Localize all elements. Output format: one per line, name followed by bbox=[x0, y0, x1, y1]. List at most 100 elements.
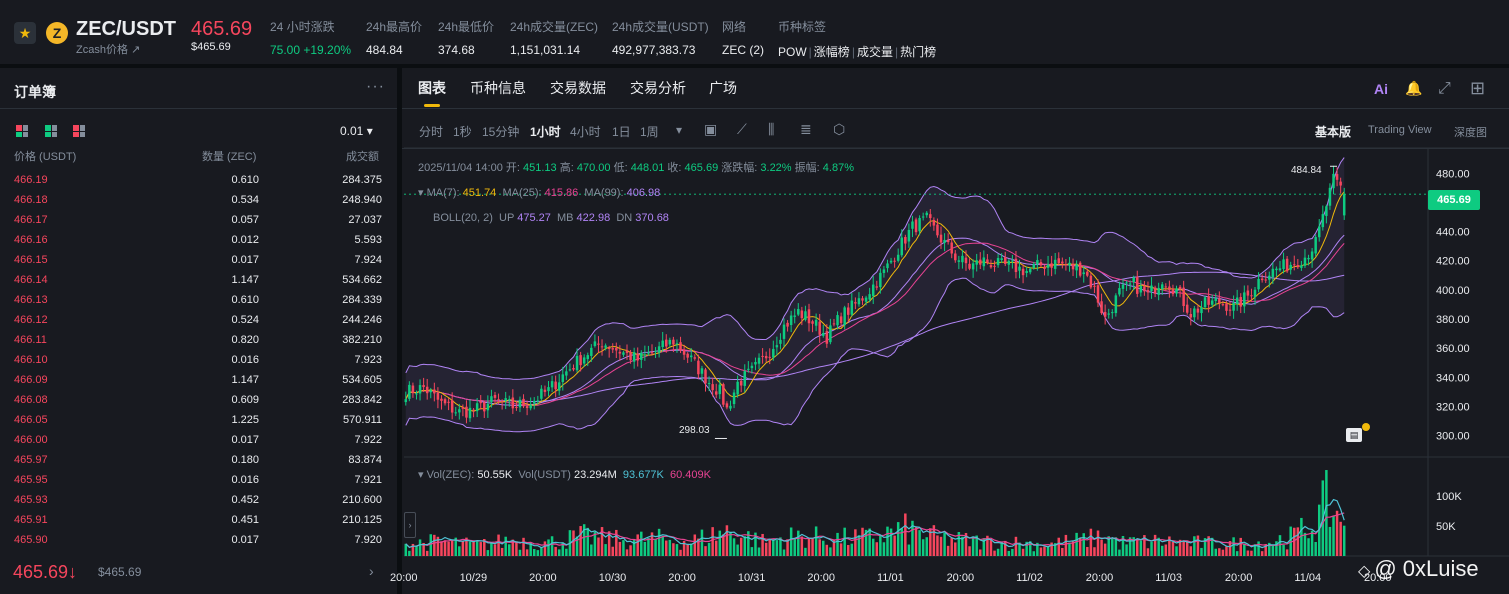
volume-bar bbox=[1285, 549, 1289, 556]
view-both-icon[interactable] bbox=[16, 125, 28, 137]
volume-bar bbox=[643, 541, 647, 556]
volume-bar bbox=[1128, 537, 1132, 556]
candle-body bbox=[1182, 287, 1185, 307]
collapse-handle-icon[interactable]: › bbox=[404, 512, 416, 538]
volume-bar bbox=[1068, 542, 1071, 556]
chevron-right-icon[interactable]: › bbox=[369, 563, 374, 579]
volume-bar bbox=[1218, 548, 1221, 556]
candle-body bbox=[1282, 259, 1285, 270]
tab-trading-data[interactable]: 交易数据 bbox=[550, 80, 606, 96]
view-bids-icon[interactable] bbox=[45, 125, 57, 137]
candle-body bbox=[1300, 265, 1303, 268]
ask-row[interactable]: 466.08 0.609 283.842 bbox=[0, 390, 397, 410]
price-tick-label: 440.00 bbox=[1436, 227, 1470, 239]
volume-bar bbox=[1210, 537, 1214, 556]
volume-bar bbox=[861, 527, 864, 556]
ask-price: 466.14 bbox=[14, 274, 48, 286]
ma7-line bbox=[405, 191, 1345, 412]
candle-body bbox=[1218, 298, 1221, 304]
candle-body bbox=[1307, 257, 1310, 260]
volume-bar bbox=[1264, 543, 1267, 556]
ai-icon[interactable]: Ai bbox=[1374, 81, 1388, 97]
volume-bar bbox=[875, 542, 879, 556]
interval-1h[interactable]: 1小时 bbox=[530, 125, 561, 139]
tab-trading-analysis[interactable]: 交易分析 bbox=[630, 80, 686, 96]
ask-row[interactable]: 466.17 0.057 27.037 bbox=[0, 210, 397, 230]
stat-network[interactable]: 网络 ZEC (2) bbox=[722, 18, 764, 57]
candle-body bbox=[1160, 284, 1164, 290]
candle-body bbox=[1246, 290, 1250, 296]
ask-row[interactable]: 466.13 0.610 284.339 bbox=[0, 290, 397, 310]
volume-bar bbox=[1143, 535, 1146, 556]
candle-body bbox=[846, 307, 850, 315]
calendar-icon[interactable]: ▣ bbox=[704, 121, 718, 137]
pair-name[interactable]: ZEC/USDT bbox=[76, 18, 176, 40]
view-asks-icon[interactable] bbox=[73, 125, 85, 137]
view-basic[interactable]: 基本版 bbox=[1315, 125, 1352, 139]
ask-row[interactable]: 466.00 0.017 7.922 bbox=[0, 430, 397, 450]
interval-timeline[interactable]: 分时 bbox=[419, 125, 444, 139]
more-options-icon[interactable]: ··· bbox=[366, 78, 385, 95]
candle-body bbox=[736, 381, 739, 395]
candle-type-icon[interactable]: ⫼ bbox=[768, 121, 775, 137]
ask-row[interactable]: 466.14 1.147 534.662 bbox=[0, 270, 397, 290]
volume-bar bbox=[586, 527, 590, 556]
price-tick-label: 380.00 bbox=[1436, 314, 1470, 326]
indicator-icon[interactable]: ⟋ bbox=[737, 121, 747, 137]
settings-hex-icon[interactable]: ⬡ bbox=[833, 121, 846, 137]
ask-row[interactable]: 466.18 0.534 248.940 bbox=[0, 190, 397, 210]
volume-bar bbox=[1107, 536, 1110, 556]
volume-bar bbox=[732, 538, 736, 556]
ask-row[interactable]: 466.10 0.016 7.923 bbox=[0, 350, 397, 370]
interval-1w[interactable]: 1周 bbox=[640, 125, 659, 139]
ask-row[interactable]: 466.19 0.610 284.375 bbox=[0, 170, 397, 190]
tag-volume[interactable]: 成交量 bbox=[856, 45, 893, 59]
candle-body bbox=[554, 381, 557, 390]
ask-row[interactable]: 465.95 0.016 7.921 bbox=[0, 470, 397, 490]
precision-select[interactable]: 0.01 ▾ bbox=[340, 124, 373, 138]
volume-bar bbox=[761, 533, 764, 556]
ask-row[interactable]: 466.05 1.225 570.911 bbox=[0, 410, 397, 430]
expand-icon[interactable]: ⤢ bbox=[1438, 80, 1451, 97]
volume-bar bbox=[657, 528, 661, 556]
ask-row[interactable]: 466.11 0.820 382.210 bbox=[0, 330, 397, 350]
ask-row[interactable]: 466.15 0.017 7.924 bbox=[0, 250, 397, 270]
interval-4h[interactable]: 4小时 bbox=[570, 125, 601, 139]
ask-row[interactable]: 465.91 0.451 210.125 bbox=[0, 510, 397, 530]
candle-body bbox=[829, 325, 832, 343]
volume-bar bbox=[846, 545, 850, 556]
ask-row[interactable]: 466.12 0.524 244.246 bbox=[0, 310, 397, 330]
interval-1d[interactable]: 1日 bbox=[612, 125, 631, 139]
tag-pow[interactable]: POW bbox=[778, 45, 807, 59]
volume-bar bbox=[854, 529, 857, 556]
interval-15m[interactable]: 15分钟 bbox=[482, 125, 520, 139]
coin-price-link[interactable]: Zcash价格 ↗ bbox=[76, 44, 141, 56]
bell-icon[interactable]: 🔔 bbox=[1405, 80, 1423, 96]
drawing-tools-icon[interactable]: ≣ bbox=[800, 121, 812, 137]
interval-more-dropdown[interactable]: ▾ bbox=[676, 123, 683, 137]
ask-row[interactable]: 466.09 1.147 534.605 bbox=[0, 370, 397, 390]
ask-row[interactable]: 465.90 0.017 7.920 bbox=[0, 530, 397, 550]
view-tradingview[interactable]: Trading View bbox=[1368, 124, 1432, 136]
tab-chart[interactable]: 图表 bbox=[418, 80, 446, 96]
ask-qty: 1.147 bbox=[231, 374, 259, 386]
ask-row[interactable]: 465.97 0.180 83.874 bbox=[0, 450, 397, 470]
candle-body bbox=[522, 398, 525, 407]
volume-bar bbox=[1118, 549, 1121, 556]
tag-gainers[interactable]: 涨幅榜 bbox=[813, 45, 850, 59]
time-tick-label: 10/30 bbox=[599, 572, 627, 584]
tab-square[interactable]: 广场 bbox=[709, 80, 737, 96]
view-depth[interactable]: 深度图 bbox=[1454, 127, 1487, 139]
favorite-star-icon[interactable]: ★ bbox=[14, 22, 36, 44]
news-bullet-icon[interactable]: ▤ bbox=[1346, 428, 1362, 442]
volume-bar bbox=[1053, 543, 1057, 556]
interval-1s[interactable]: 1秒 bbox=[453, 125, 472, 139]
volume-bar bbox=[911, 520, 914, 556]
tab-coin-info[interactable]: 币种信息 bbox=[470, 80, 526, 96]
ask-row[interactable]: 465.93 0.452 210.600 bbox=[0, 490, 397, 510]
candle-body bbox=[654, 351, 657, 353]
tag-hot[interactable]: 热门榜 bbox=[900, 45, 937, 59]
grid-layout-icon[interactable]: ⊞ bbox=[1470, 78, 1486, 98]
ask-row[interactable]: 466.16 0.012 5.593 bbox=[0, 230, 397, 250]
